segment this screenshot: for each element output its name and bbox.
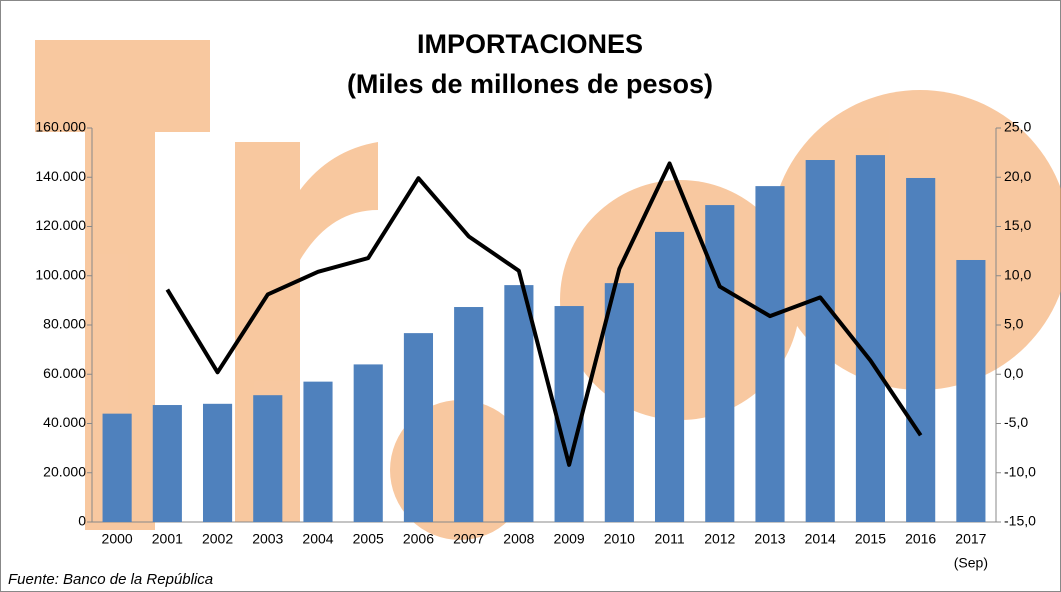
x-tick-label: 2000	[102, 531, 133, 547]
y2-tick-label: 10,0	[1004, 266, 1031, 282]
y-tick-label: 40.000	[43, 414, 86, 430]
bar	[153, 405, 182, 522]
x-tick-label: 2013	[754, 531, 785, 547]
bar	[705, 205, 734, 522]
y-tick-label: 120.000	[35, 217, 86, 233]
bar	[203, 404, 232, 522]
x-tick-label: 2011	[655, 531, 685, 547]
bar	[303, 382, 332, 522]
y-tick-label: 20.000	[43, 463, 86, 479]
x-tick-label: 2012	[704, 531, 735, 547]
y2-tick-label: 25,0	[1004, 119, 1031, 135]
y2-tick-label: 0,0	[1004, 365, 1024, 381]
bar	[454, 307, 483, 522]
y2-tick-label: 20,0	[1004, 168, 1031, 184]
x-tick-label: 2010	[604, 531, 635, 547]
bar	[856, 155, 885, 522]
chart-subtitle: (Miles de millones de pesos)	[347, 69, 713, 99]
y-tick-label: 60.000	[43, 365, 86, 381]
bar	[956, 260, 985, 522]
x-tick-label: 2001	[152, 531, 183, 547]
chart: IMPORTACIONES (Miles de millones de peso…	[0, 0, 1061, 592]
x-tick-label: 2017	[955, 531, 986, 547]
bar	[404, 333, 433, 522]
bar	[655, 232, 684, 522]
x-tick-label: 2004	[302, 531, 333, 547]
bar	[906, 178, 935, 522]
y-tick-label: 160.000	[35, 119, 86, 135]
y-tick-label: 0	[78, 513, 86, 529]
bar	[806, 160, 835, 522]
x-tick-label: 2006	[403, 531, 434, 547]
y-tick-label: 100.000	[35, 266, 86, 282]
x-tick-label: 2002	[202, 531, 233, 547]
bar	[555, 306, 584, 522]
x-tick-label: 2008	[503, 531, 534, 547]
x-tick-note: (Sep)	[954, 555, 988, 571]
bar	[504, 285, 533, 522]
bar	[755, 186, 784, 522]
y2-tick-label: -15,0	[1004, 513, 1036, 529]
y2-tick-label: 15,0	[1004, 217, 1031, 233]
x-tick-label: 2009	[554, 531, 585, 547]
source-note: Fuente: Banco de la República	[8, 571, 213, 588]
y2-tick-label: -5,0	[1004, 414, 1028, 430]
bar	[354, 364, 383, 522]
chart-title: IMPORTACIONES	[417, 29, 643, 59]
y2-tick-label: 5,0	[1004, 316, 1024, 332]
x-tick-label: 2007	[453, 531, 484, 547]
x-tick-label: 2003	[252, 531, 283, 547]
x-tick-label: 2015	[855, 531, 886, 547]
y-tick-label: 140.000	[35, 168, 86, 184]
bar	[253, 395, 282, 522]
y2-tick-label: -10,0	[1004, 463, 1036, 479]
x-tick-label: 2005	[353, 531, 384, 547]
x-tick-label: 2014	[805, 531, 836, 547]
bar	[103, 414, 132, 522]
bar	[605, 283, 634, 522]
y-tick-label: 80.000	[43, 316, 86, 332]
x-tick-label: 2016	[905, 531, 936, 547]
